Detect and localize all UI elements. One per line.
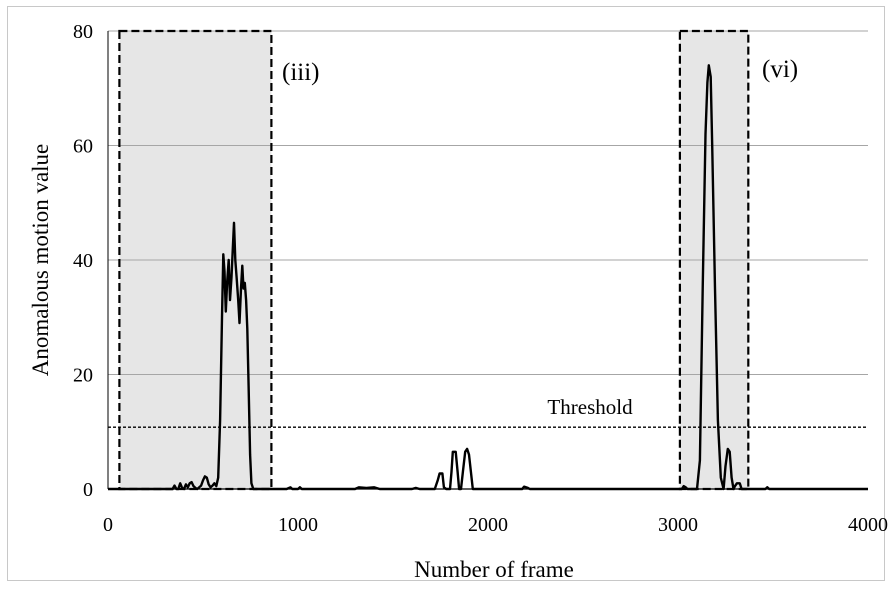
axes-layer: 0 1000 2000 3000 4000 0 20 40 60 80: [73, 21, 888, 536]
y-tick-label-4: 80: [73, 21, 93, 43]
y-tick-label-0: 0: [83, 479, 93, 501]
x-tick-label-2: 2000: [468, 514, 508, 536]
region-label-iii: (iii): [282, 59, 320, 86]
x-tick-label-1: 1000: [278, 514, 318, 536]
x-axis-title: Number of frame: [414, 557, 574, 582]
y-axis-title: Anomalous motion value: [28, 144, 53, 377]
series-layer: [108, 64, 868, 491]
region-label-vi: (vi): [762, 56, 798, 83]
threshold-label: Threshold: [547, 395, 633, 419]
labels-layer: Number of frame Anomalous motion value T…: [28, 56, 798, 582]
y-tick-label-1: 20: [73, 365, 93, 387]
series-line-0: [108, 64, 868, 491]
x-tick-label-0: 0: [103, 514, 113, 536]
x-tick-label-3: 3000: [658, 514, 698, 536]
y-tick-label-3: 60: [73, 136, 93, 158]
y-tick-label-2: 40: [73, 250, 93, 272]
x-tick-label-4: 4000: [848, 514, 888, 536]
region-border-1: [678, 29, 750, 491]
chart-frame: [7, 6, 885, 581]
